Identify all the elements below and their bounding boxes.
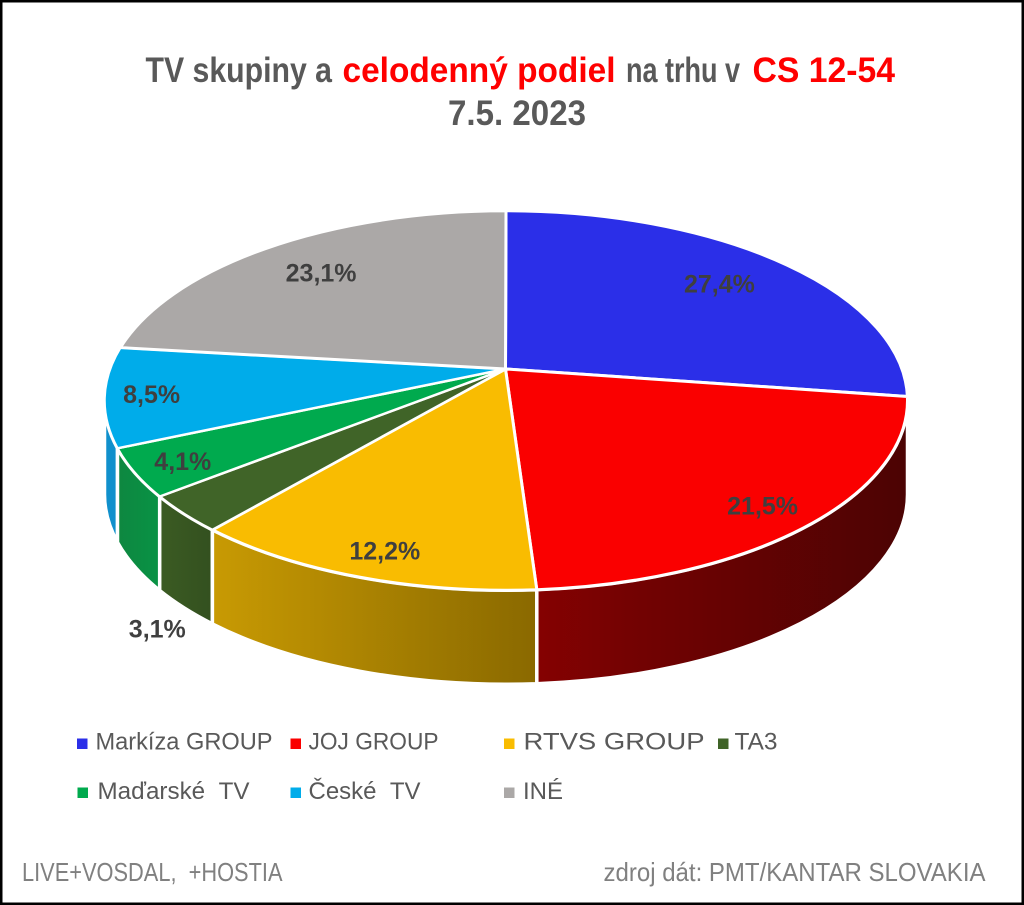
svg-text:TV skupiny a: TV skupiny a: [146, 51, 333, 90]
svg-text:21,5%: 21,5%: [727, 493, 798, 521]
svg-text:Maďarské TV: Maďarské TV: [98, 778, 250, 805]
svg-text:INÉ: INÉ: [523, 778, 563, 805]
svg-text:7.5. 2023: 7.5. 2023: [448, 94, 586, 133]
svg-text:České TV: České TV: [309, 777, 421, 805]
svg-text:12,2%: 12,2%: [349, 538, 420, 566]
svg-text:celodenný podiel: celodenný podiel: [343, 51, 616, 90]
svg-text:3,1%: 3,1%: [129, 616, 186, 644]
svg-text:na trhu v: na trhu v: [626, 51, 740, 90]
svg-text:TA3: TA3: [735, 729, 778, 756]
svg-text:27,4%: 27,4%: [684, 271, 755, 299]
svg-text:23,1%: 23,1%: [286, 260, 357, 288]
svg-text:Markíza GROUP: Markíza GROUP: [96, 729, 273, 756]
svg-text:zdroj dát: PMT/KANTAR SLOVAKIA: zdroj dát: PMT/KANTAR SLOVAKIA: [604, 857, 987, 887]
svg-text:CS 12-54: CS 12-54: [753, 51, 896, 90]
svg-text:LIVE+VOSDAL, +HOSTIA: LIVE+VOSDAL, +HOSTIA: [22, 857, 283, 887]
svg-text:JOJ GROUP: JOJ GROUP: [309, 729, 439, 756]
svg-text:8,5%: 8,5%: [123, 381, 180, 409]
svg-text:RTVS GROUP: RTVS GROUP: [524, 729, 705, 756]
svg-text:4,1%: 4,1%: [154, 448, 211, 476]
